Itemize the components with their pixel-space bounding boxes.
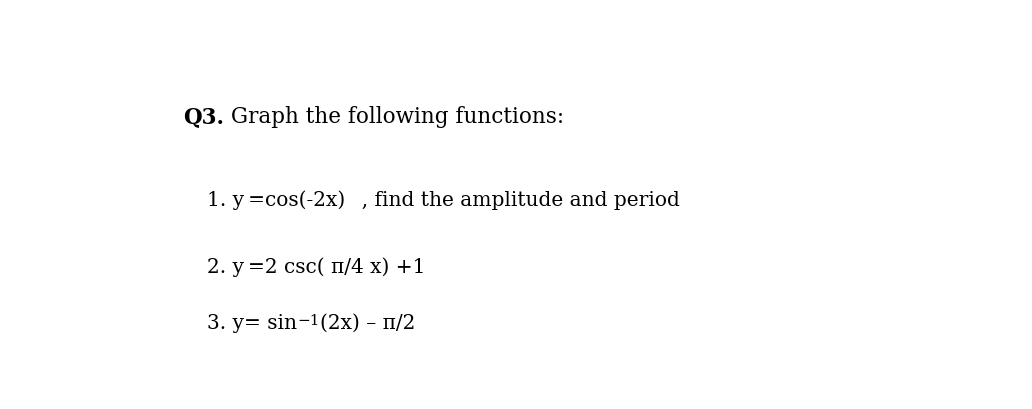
Text: −1: −1 bbox=[297, 314, 320, 328]
Text: 1. y =cos(-2x)  , find the amplitude and period: 1. y =cos(-2x) , find the amplitude and … bbox=[207, 191, 680, 211]
Text: (2x) – π/2: (2x) – π/2 bbox=[320, 314, 415, 333]
Text: 3. y= sin: 3. y= sin bbox=[207, 314, 297, 333]
Text: 2. y =2 csc( π/4 x) +1: 2. y =2 csc( π/4 x) +1 bbox=[207, 257, 426, 276]
Text: Graph the following functions:: Graph the following functions: bbox=[224, 106, 565, 128]
Text: Q3.: Q3. bbox=[184, 106, 224, 128]
